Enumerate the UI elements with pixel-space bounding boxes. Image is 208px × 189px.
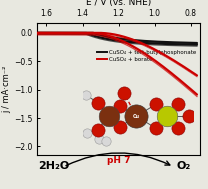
Text: pH 7: pH 7 xyxy=(107,156,130,165)
Text: O₂: O₂ xyxy=(176,161,191,170)
Legend: CuSO₄ + tert-butylphosphonate, CuSO₄ + borate: CuSO₄ + tert-butylphosphonate, CuSO₄ + b… xyxy=(95,48,198,64)
Y-axis label: j / mA·cm⁻²: j / mA·cm⁻² xyxy=(2,65,11,112)
Text: 2H₂O: 2H₂O xyxy=(38,161,69,170)
FancyArrowPatch shape xyxy=(66,153,170,166)
X-axis label: E / V (vs. NHE): E / V (vs. NHE) xyxy=(86,0,151,7)
